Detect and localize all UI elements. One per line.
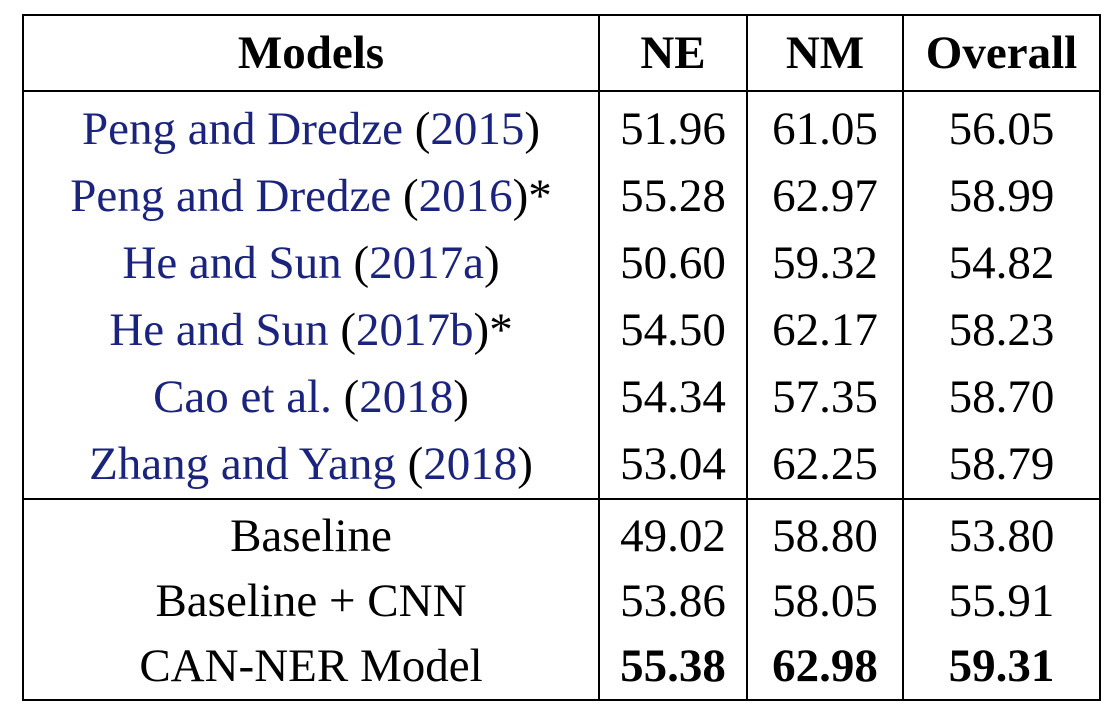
ne-value: 54.34	[598, 364, 747, 431]
nm-value: 58.80	[746, 498, 903, 569]
overall-value: 58.23	[902, 297, 1100, 364]
ne-value: 50.60	[598, 230, 747, 297]
overall-value: 58.99	[902, 163, 1100, 230]
header-overall: Overall	[902, 15, 1100, 92]
nm-value: 62.97	[746, 163, 903, 230]
header-models: Models	[23, 15, 599, 92]
nm-value: 62.17	[746, 297, 903, 364]
table-row: Peng and Dredze (2015) 51.96 61.05 56.05	[23, 91, 1100, 163]
table-row: Peng and Dredze (2016)* 55.28 62.97 58.9…	[23, 163, 1100, 230]
results-table: Models NE NM Overall Peng and Dredze (20…	[22, 14, 1101, 701]
header-row: Models NE NM Overall	[23, 15, 1100, 92]
table-row: He and Sun (2017a) 50.60 59.32 54.82	[23, 230, 1100, 297]
ne-value: 49.02	[598, 498, 747, 569]
ne-value: 54.50	[598, 297, 747, 364]
table-row: Zhang and Yang (2018) 53.04 62.25 58.79	[23, 431, 1100, 499]
nm-value: 62.25	[746, 431, 903, 499]
nm-value-best: 62.98	[746, 634, 903, 700]
nm-value: 58.05	[746, 569, 903, 634]
model-citation[interactable]: He and Sun (2017a)	[122, 237, 500, 289]
ne-value-best: 55.38	[598, 634, 747, 700]
model-name: CAN-NER Model	[139, 640, 483, 692]
overall-value: 53.80	[902, 498, 1100, 569]
overall-value: 58.70	[902, 364, 1100, 431]
overall-value: 58.79	[902, 431, 1100, 499]
ne-value: 51.96	[598, 91, 747, 163]
model-name: Baseline + CNN	[155, 575, 467, 627]
nm-value: 61.05	[746, 91, 903, 163]
nm-value: 57.35	[746, 364, 903, 431]
model-citation[interactable]: Peng and Dredze (2015)	[81, 103, 541, 155]
table-row: He and Sun (2017b)* 54.50 62.17 58.23	[23, 297, 1100, 364]
model-citation[interactable]: Peng and Dredze (2016)*	[70, 170, 552, 222]
overall-value-best: 59.31	[902, 634, 1100, 700]
ne-value: 53.86	[598, 569, 747, 634]
ne-value: 55.28	[598, 163, 747, 230]
table-row: Baseline 49.02 58.80 53.80	[23, 498, 1100, 569]
overall-value: 55.91	[902, 569, 1100, 634]
model-citation[interactable]: Cao et al. (2018)	[153, 371, 469, 423]
ne-value: 53.04	[598, 431, 747, 499]
nm-value: 59.32	[746, 230, 903, 297]
table-row: Cao et al. (2018) 54.34 57.35 58.70	[23, 364, 1100, 431]
overall-value: 54.82	[902, 230, 1100, 297]
model-name: Baseline	[23, 498, 599, 569]
model-citation[interactable]: Zhang and Yang (2018)	[89, 438, 533, 490]
model-citation[interactable]: He and Sun (2017b)*	[109, 304, 513, 356]
overall-value: 56.05	[902, 91, 1100, 163]
header-ne: NE	[598, 15, 747, 92]
header-nm: NM	[746, 15, 903, 92]
table-row: CAN-NER Model 55.38 62.98 59.31	[23, 634, 1100, 700]
table-row: Baseline + CNN 53.86 58.05 55.91	[23, 569, 1100, 634]
